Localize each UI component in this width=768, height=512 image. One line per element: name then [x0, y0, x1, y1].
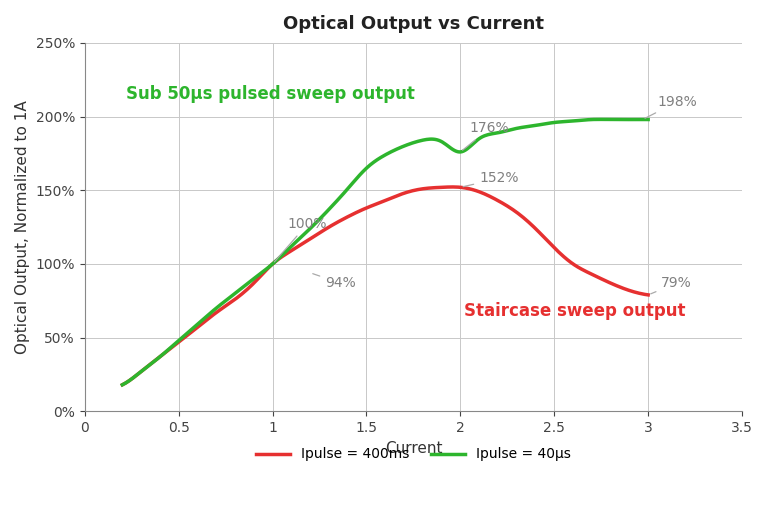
Title: Optical Output vs Current: Optical Output vs Current [283, 15, 544, 33]
Text: Sub 50μs pulsed sweep output: Sub 50μs pulsed sweep output [126, 86, 415, 103]
Legend: Ipulse = 400ms, Ipulse = 40μs: Ipulse = 400ms, Ipulse = 40μs [250, 442, 577, 467]
Text: 79%: 79% [650, 276, 692, 294]
Text: 94%: 94% [313, 274, 356, 290]
Y-axis label: Optical Output, Normalized to 1A: Optical Output, Normalized to 1A [15, 100, 30, 354]
Text: 100%: 100% [274, 217, 327, 262]
Text: Staircase sweep output: Staircase sweep output [464, 302, 686, 320]
Text: 176%: 176% [462, 121, 509, 150]
X-axis label: Current: Current [385, 441, 442, 456]
Text: 152%: 152% [463, 172, 518, 187]
Text: 198%: 198% [645, 95, 697, 118]
